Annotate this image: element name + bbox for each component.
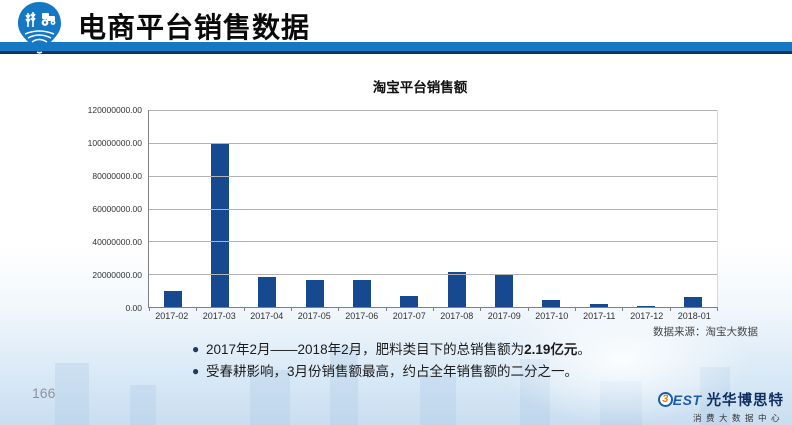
logo-company-name: 光华博思特 [706,393,784,409]
header-accent-line [0,51,792,54]
best-logo: 3 EST 光华博思特 消费大数据中心 [657,389,784,424]
bullet-list: ● 2017年2月——2018年2月，肥料类目下的总销售额为2.19亿元。 ● … [192,341,672,385]
x-tick-label: 2017-08 [440,311,474,321]
y-tick-label: 120000000.00 [87,105,142,115]
plot-area [148,110,718,311]
bullet-item: ● 受春耕影响，3月份销售额最高，约占全年销售额的二分之一。 [192,363,672,380]
x-tick-mark [527,307,529,311]
y-axis-labels: 120000000.00 100000000.00 80000000.00 60000… [88,105,148,313]
x-tick-label: 2017-06 [345,311,379,321]
y-tick-label: 60000000.00 [92,204,142,214]
city-skyline-watermark [0,295,792,425]
bullet-dot-icon: ● [192,342,200,356]
x-tick-mark [243,307,245,311]
x-tick-label: 2018-01 [677,311,711,321]
x-tick-mark [385,307,387,311]
page-number: 166 [32,385,56,401]
bullet-dot-icon: ● [192,364,200,378]
best-logo-b-icon: 3 [657,392,673,407]
y-tick-label: 40000000.00 [92,236,142,247]
bar-2017-06 [352,279,371,307]
data-source-note: 数据来源：淘宝大数据 [653,326,758,338]
x-tick-mark [338,307,340,311]
building-shape [330,347,358,425]
x-tick-mark [149,307,150,311]
bar-2017-05 [305,279,324,307]
x-axis-labels: 2017-02 2017-03 2017-04 2017-05 2017-06 2017-… [148,311,718,321]
bullet-text: 2017年2月——2018年2月，肥料类目下的总销售额为2.19亿元。 [206,342,591,357]
light-glow [492,295,752,425]
x-tick-label: 2017-09 [487,311,521,321]
bar-2017-02 [163,291,182,307]
gridline [149,274,717,276]
y-tick-label: 0.00 [125,303,142,313]
bar-2017-03 [210,142,229,307]
y-tick-label: 20000000.00 [92,270,142,280]
bar-chart: 淘宝平台销售额 120000000.00 100000000.00 80000000… [88,80,758,339]
bar-2017-08 [447,271,466,307]
bar-2017-12 [636,305,655,307]
gridline [149,142,717,144]
bar-2017-07 [400,295,419,307]
x-tick-mark [575,307,576,311]
building-shape [130,385,156,425]
x-tick-mark [196,307,198,311]
gridline [149,241,717,243]
building-shape [420,375,456,425]
x-tick-label: 2017-03 [202,311,236,321]
gridline [149,110,717,111]
y-tick-label: 100000000.00 [87,137,142,148]
bar-2017-10 [542,300,561,307]
bullet-item: ● 2017年2月——2018年2月，肥料类目下的总销售额为2.19亿元。 [192,341,672,358]
x-tick-mark [622,307,624,311]
farm-balloon-pin-icon [18,2,61,55]
bars-group [149,110,717,307]
logo-subtitle: 消费大数据中心 [692,413,784,423]
bullet-text: 受春耕影响，3月份销售额最高，约占全年销售额的二分之一。 [206,364,579,379]
x-tick-label: 2017-07 [392,311,426,321]
header-accent-bar [0,42,792,51]
chart-title: 淘宝平台销售额 [372,80,468,95]
x-tick-label: 2017-12 [630,311,664,321]
bar-2017-09 [494,274,513,307]
gridline [149,208,717,210]
x-tick-mark [433,307,434,311]
x-tick-mark [291,307,292,311]
y-tick-label: 80000000.00 [92,170,142,181]
x-tick-label: 2017-04 [250,311,284,321]
x-tick-mark [717,307,718,311]
bar-2017-11 [589,304,608,307]
gridline [149,175,717,177]
building-shape [55,363,89,425]
page-title: 电商平台销售数据 [78,12,311,43]
x-tick-mark [480,307,482,311]
x-tick-label: 2017-02 [155,311,189,321]
bar-2018-01 [684,297,703,307]
bar-2017-04 [258,277,277,307]
x-tick-label: 2017-10 [535,311,569,321]
best-logo-est: EST [672,391,702,408]
x-tick-mark [669,307,671,311]
building-shape [250,370,290,425]
x-tick-label: 2017-11 [583,311,616,321]
x-tick-label: 2017-05 [297,311,331,321]
